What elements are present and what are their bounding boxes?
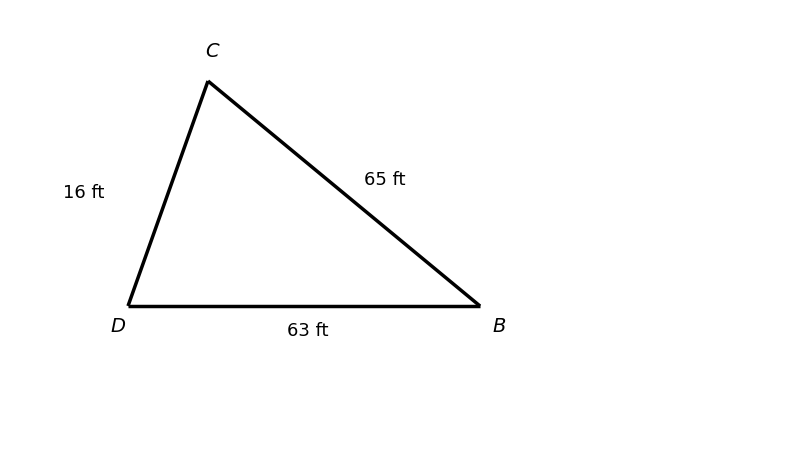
Text: B: B [492, 317, 506, 336]
Text: 63 ft: 63 ft [287, 322, 329, 340]
Text: C: C [205, 42, 219, 61]
Text: 65 ft: 65 ft [364, 171, 406, 189]
Text: 16 ft: 16 ft [62, 184, 104, 202]
Text: D: D [111, 317, 126, 336]
